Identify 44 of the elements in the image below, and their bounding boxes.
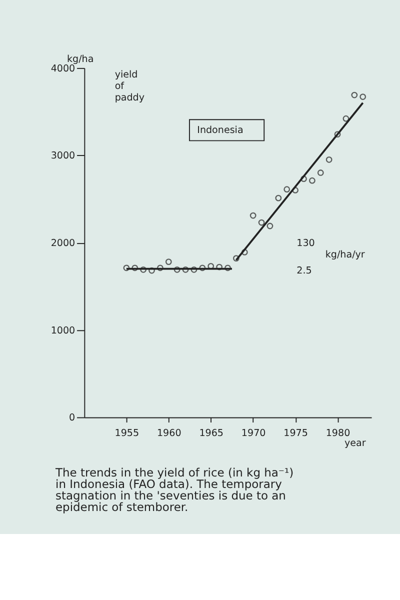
point — [165, 258, 172, 265]
point — [334, 131, 341, 138]
x-tick-label: 1975 — [284, 428, 308, 439]
x-tick-label: 1980 — [326, 428, 350, 439]
annotation: yield of paddy — [114, 70, 145, 104]
y-tick-label: 1000 — [50, 325, 76, 336]
y-tick-label: 4000 — [50, 63, 76, 74]
point — [275, 194, 282, 202]
text: The trends in the yield of rice (in kg ha⁻¹) in Indonesia (FAO data). The temporary stagnation in the 'seventies is due to an epidemic of stemborer. — [54, 466, 294, 514]
point — [342, 115, 350, 122]
point — [284, 186, 290, 193]
point — [190, 266, 198, 273]
annotation: 2.5 — [296, 266, 312, 277]
point — [266, 222, 274, 230]
y-tick-label: 2000 — [50, 238, 76, 249]
annotation: 130 — [296, 238, 315, 249]
annotation: Indonesia — [197, 125, 244, 136]
point — [216, 264, 223, 270]
point — [300, 176, 307, 182]
point — [182, 266, 189, 273]
y-axis-title: kg/ha — [66, 54, 94, 66]
point — [326, 156, 332, 163]
point — [174, 266, 180, 273]
point — [199, 264, 206, 272]
x-tick-label: 1970 — [241, 428, 266, 439]
x-tick-label: 1965 — [199, 428, 224, 439]
y-tick-label: 3000 — [50, 150, 76, 162]
point — [148, 267, 155, 274]
point — [140, 266, 147, 273]
point — [317, 170, 324, 176]
point — [250, 212, 256, 219]
y-tick-label: 0 — [69, 412, 76, 424]
point — [241, 249, 248, 256]
x-tick-label: 1955 — [114, 428, 140, 439]
x-axis-title: year — [344, 438, 366, 449]
point — [292, 187, 298, 194]
point — [360, 94, 366, 100]
point — [258, 219, 265, 226]
point — [351, 92, 358, 98]
annotation: kg/ha/yr — [325, 249, 365, 260]
point — [132, 264, 138, 272]
point — [157, 264, 164, 272]
point — [308, 177, 316, 184]
x-tick-label: 1960 — [156, 428, 182, 439]
